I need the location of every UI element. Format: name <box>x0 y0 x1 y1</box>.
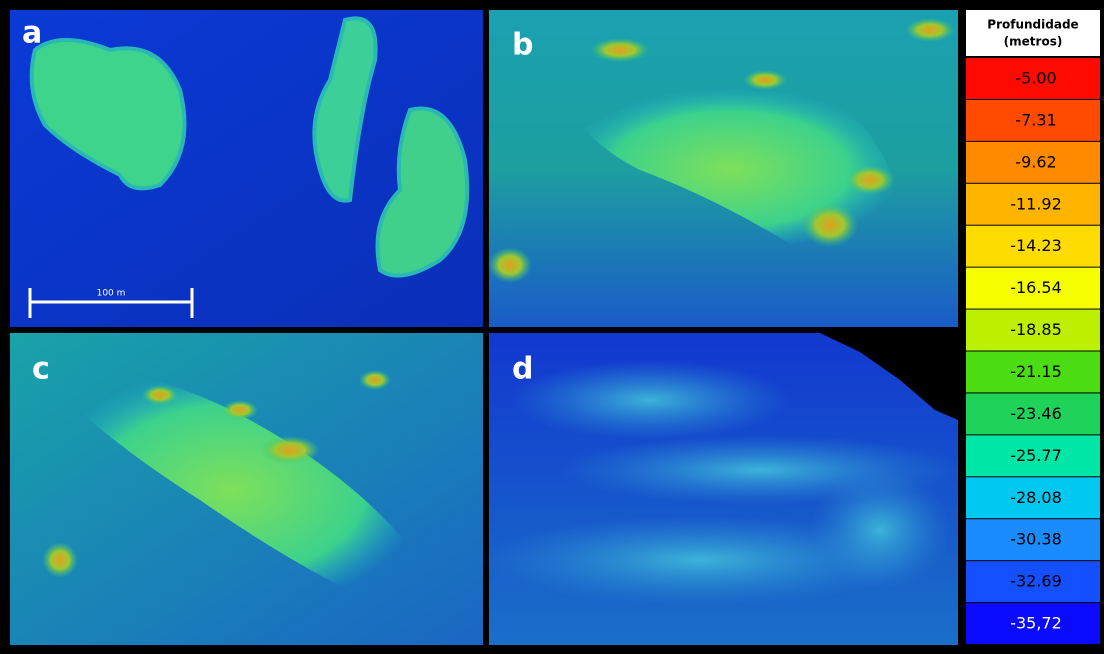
legend-label: -18.85 <box>1010 320 1062 339</box>
legend-label: -32.69 <box>1010 572 1062 591</box>
peak <box>905 18 955 42</box>
legend-label: -23.46 <box>1010 404 1062 423</box>
panel-c: c <box>10 333 483 645</box>
figure: a 100 m b c d P <box>0 0 1104 650</box>
peak <box>845 165 895 195</box>
legend-label: -21.15 <box>1010 362 1062 381</box>
patch <box>810 470 950 590</box>
legend-label: -30.38 <box>1010 530 1062 549</box>
legend-title: (metros) <box>1004 35 1063 49</box>
patch <box>510 360 790 440</box>
peak <box>488 247 532 283</box>
panel-d: d <box>480 333 960 645</box>
peak <box>802 203 858 247</box>
legend-label: -16.54 <box>1010 278 1062 297</box>
legend-label: -35,72 <box>1010 614 1062 633</box>
panel-label: a <box>22 16 42 51</box>
legend-label: -11.92 <box>1010 194 1062 213</box>
peak <box>260 436 320 464</box>
panel-b: b <box>488 10 958 327</box>
panel-label: c <box>32 352 50 387</box>
panel-label: b <box>512 28 533 63</box>
legend-title: Profundidade <box>987 18 1078 32</box>
legend-label: -25.77 <box>1010 446 1062 465</box>
panel-label: d <box>512 352 533 387</box>
legend-label: -9.62 <box>1015 152 1056 171</box>
legend-label: -28.08 <box>1010 488 1062 507</box>
peak <box>359 370 391 390</box>
peak <box>142 385 178 405</box>
legend: Profundidade (metros) -5.00 -7.31 -9.62 -11… <box>966 10 1100 644</box>
legend-label: -5.00 <box>1015 68 1056 87</box>
scale-bar-label: 100 m <box>97 289 126 299</box>
peak <box>222 400 258 420</box>
legend-label: -14.23 <box>1010 236 1062 255</box>
peak <box>590 38 650 62</box>
peak <box>743 70 787 90</box>
legend-label: -7.31 <box>1015 110 1056 129</box>
peak <box>42 542 78 578</box>
panel-a: a 100 m <box>10 10 483 327</box>
